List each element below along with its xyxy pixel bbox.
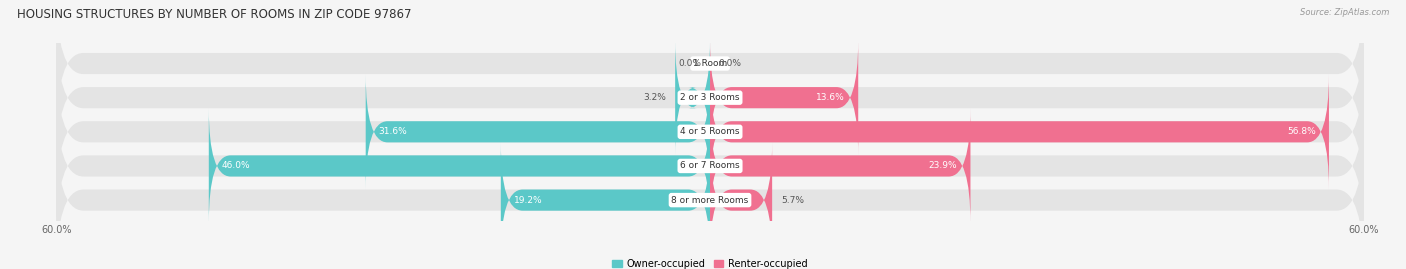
Text: 19.2%: 19.2% (515, 196, 543, 205)
Text: 5.7%: 5.7% (780, 196, 804, 205)
FancyBboxPatch shape (710, 40, 858, 155)
FancyBboxPatch shape (56, 125, 1364, 269)
Legend: Owner-occupied, Renter-occupied: Owner-occupied, Renter-occupied (609, 255, 811, 269)
Text: 0.0%: 0.0% (718, 59, 742, 68)
Text: HOUSING STRUCTURES BY NUMBER OF ROOMS IN ZIP CODE 97867: HOUSING STRUCTURES BY NUMBER OF ROOMS IN… (17, 8, 412, 21)
FancyBboxPatch shape (56, 23, 1364, 172)
Text: 6 or 7 Rooms: 6 or 7 Rooms (681, 161, 740, 171)
Text: Source: ZipAtlas.com: Source: ZipAtlas.com (1299, 8, 1389, 17)
FancyBboxPatch shape (56, 91, 1364, 241)
Text: 3.2%: 3.2% (644, 93, 666, 102)
Text: 23.9%: 23.9% (929, 161, 957, 171)
Text: 2 or 3 Rooms: 2 or 3 Rooms (681, 93, 740, 102)
FancyBboxPatch shape (56, 57, 1364, 207)
FancyBboxPatch shape (56, 0, 1364, 138)
FancyBboxPatch shape (501, 142, 710, 258)
Text: 56.8%: 56.8% (1286, 127, 1316, 136)
FancyBboxPatch shape (675, 40, 710, 155)
Text: 13.6%: 13.6% (817, 93, 845, 102)
FancyBboxPatch shape (710, 142, 772, 258)
FancyBboxPatch shape (366, 74, 710, 189)
Text: 8 or more Rooms: 8 or more Rooms (672, 196, 748, 205)
FancyBboxPatch shape (710, 108, 970, 224)
FancyBboxPatch shape (208, 108, 710, 224)
Text: 31.6%: 31.6% (378, 127, 408, 136)
FancyBboxPatch shape (710, 74, 1329, 189)
Text: 1 Room: 1 Room (693, 59, 727, 68)
Text: 0.0%: 0.0% (678, 59, 702, 68)
Text: 4 or 5 Rooms: 4 or 5 Rooms (681, 127, 740, 136)
Text: 46.0%: 46.0% (222, 161, 250, 171)
